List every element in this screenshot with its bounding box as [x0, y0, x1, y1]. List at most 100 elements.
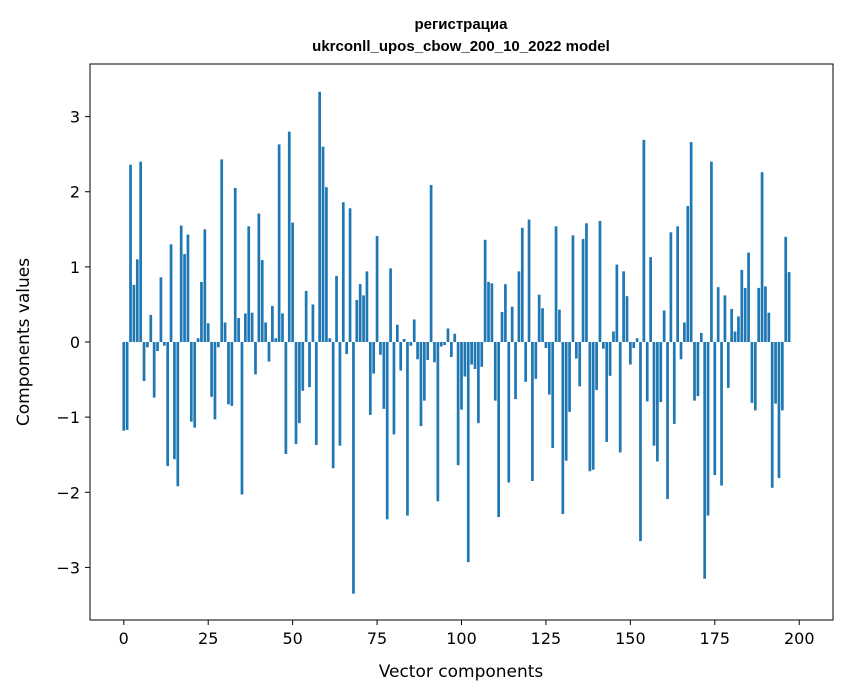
bar [125, 342, 129, 430]
bar [601, 342, 605, 349]
bar [581, 239, 585, 342]
bar [504, 284, 507, 342]
bar [325, 187, 328, 342]
bar [740, 269, 744, 342]
bar [429, 184, 433, 342]
y-tick-label: −1 [56, 408, 80, 427]
bar [348, 208, 352, 342]
bar [591, 342, 595, 470]
bar [635, 338, 639, 342]
bar [629, 342, 632, 365]
bar [656, 342, 659, 462]
bars-group [122, 91, 791, 594]
bar [206, 323, 210, 342]
x-tick-label: 100 [446, 629, 477, 648]
bar [460, 342, 463, 410]
bar [223, 322, 227, 342]
bar [568, 342, 571, 412]
bar [193, 342, 197, 428]
bar [179, 225, 183, 342]
bar [608, 342, 612, 376]
bar [561, 342, 565, 515]
bar [686, 206, 690, 342]
bar [338, 342, 342, 446]
bar [122, 342, 126, 431]
bar [227, 342, 230, 405]
bar [433, 342, 436, 363]
bar [260, 260, 264, 342]
bar [466, 342, 470, 563]
bar [392, 342, 396, 435]
bar [524, 342, 528, 382]
bar [632, 342, 636, 349]
bar [412, 319, 416, 342]
bar [784, 236, 788, 342]
bar [166, 342, 170, 466]
bar [645, 342, 649, 402]
bar [669, 232, 673, 342]
bar [335, 275, 338, 342]
bar [598, 221, 602, 342]
chart-subtitle: ukrconll_upos_cbow_200_10_2022 model [312, 38, 610, 55]
bar [706, 342, 710, 516]
bar [605, 342, 609, 442]
x-axis-label: Vector components [379, 662, 544, 682]
bar [146, 342, 149, 348]
x-axis-ticks: 0 25 50 75 100 125 150 175 200 [119, 620, 815, 648]
bar [301, 342, 305, 391]
bar [406, 342, 409, 516]
x-tick-label: 0 [119, 629, 129, 648]
bar [510, 306, 514, 342]
bar [416, 342, 419, 360]
bar [345, 342, 349, 355]
bar [196, 338, 200, 342]
bar [723, 295, 727, 342]
bar [753, 342, 757, 411]
bar [385, 342, 389, 520]
bar [473, 342, 477, 370]
bar [233, 187, 237, 342]
bar [585, 223, 588, 342]
bar [244, 313, 247, 342]
bar [743, 287, 747, 342]
y-axis-ticks: −3 −2 −1 0 1 2 3 [56, 108, 90, 577]
bar [247, 226, 251, 342]
bar [588, 342, 592, 472]
bar [409, 342, 413, 346]
bar [162, 342, 166, 346]
bar [672, 342, 676, 424]
bar [737, 316, 740, 342]
bar [189, 342, 193, 422]
bar [764, 286, 767, 342]
bar [203, 229, 207, 342]
bar [210, 342, 213, 397]
x-tick-label: 50 [282, 629, 302, 648]
bar [517, 271, 521, 342]
bar [463, 342, 467, 377]
bar [770, 342, 774, 488]
bar [662, 310, 666, 342]
y-tick-label: 3 [70, 108, 80, 127]
bar [142, 342, 146, 382]
bar [135, 259, 139, 342]
bar [622, 271, 625, 342]
bar [237, 317, 240, 342]
bar [696, 342, 700, 397]
x-tick-label: 125 [531, 629, 562, 648]
bar [547, 342, 551, 395]
bar [139, 161, 143, 342]
bar [757, 287, 761, 342]
x-tick-label: 150 [615, 629, 646, 648]
bar [497, 342, 500, 518]
bar [294, 342, 298, 445]
bar [159, 277, 163, 342]
bar [304, 290, 308, 342]
bar [352, 342, 355, 594]
bar [571, 235, 575, 342]
bar [254, 342, 257, 375]
bar [230, 342, 234, 406]
bar [439, 342, 443, 347]
bar [487, 281, 490, 342]
bar [574, 342, 578, 359]
